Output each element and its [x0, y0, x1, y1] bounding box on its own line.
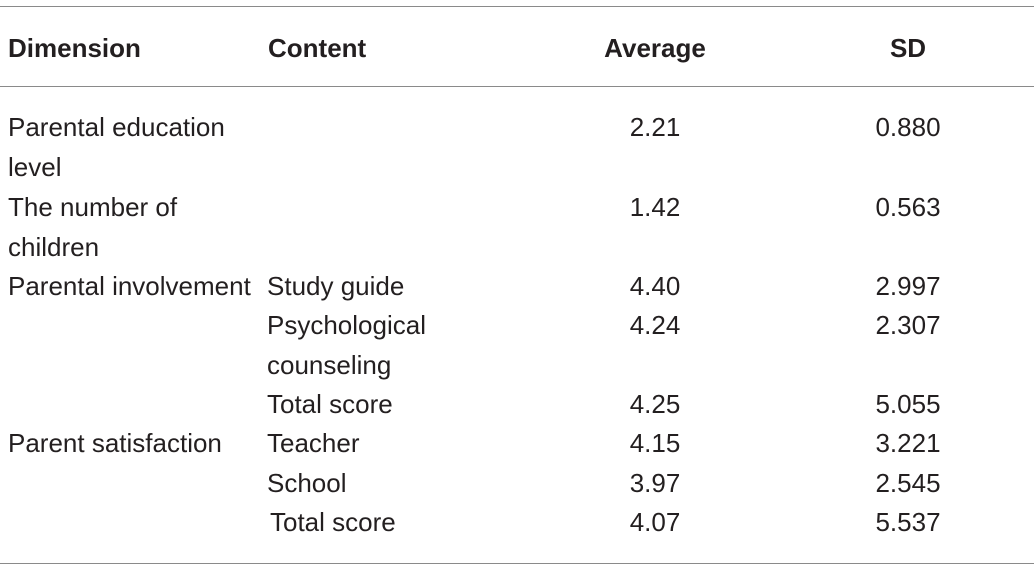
- row-7-sd: 5.537: [875, 507, 941, 537]
- row-4-sd: 5.055: [875, 389, 941, 419]
- table-bottom-rule: [0, 563, 1034, 564]
- row-1-average: 1.42: [629, 192, 681, 222]
- row-5-dimension: Parent satisfaction: [8, 428, 222, 458]
- header-sd: SD: [889, 33, 927, 63]
- row-2-sd: 2.997: [875, 271, 941, 301]
- table-header-rule: [0, 86, 1034, 87]
- row-2-dimension: Parental involvement: [8, 271, 251, 301]
- row-6-average: 3.97: [629, 468, 681, 498]
- row-3-content: Psychological counseling: [267, 310, 426, 380]
- row-7-content: Total score: [270, 507, 396, 537]
- header-content: Content: [268, 33, 367, 63]
- table-top-rule: [0, 6, 1034, 7]
- row-3-sd: 2.307: [875, 310, 941, 340]
- row-7-average: 4.07: [629, 507, 681, 537]
- row-4-average: 4.25: [629, 389, 681, 419]
- header-dimension: Dimension: [8, 33, 141, 63]
- header-average: Average: [604, 33, 706, 63]
- row-1-dimension: The number of children: [8, 192, 178, 262]
- row-0-average: 2.21: [629, 112, 681, 142]
- row-6-sd: 2.545: [875, 468, 941, 498]
- row-5-sd: 3.221: [875, 428, 941, 458]
- row-1-sd: 0.563: [875, 192, 941, 222]
- row-6-content: School: [267, 468, 347, 498]
- row-2-content: Study guide: [267, 271, 405, 301]
- row-2-average: 4.40: [629, 271, 681, 301]
- row-0-sd: 0.880: [875, 112, 941, 142]
- row-0-dimension: Parental education level: [8, 112, 225, 182]
- row-3-average: 4.24: [629, 310, 681, 340]
- row-5-average: 4.15: [629, 428, 681, 458]
- row-4-content: Total score: [267, 389, 393, 419]
- row-5-content: Teacher: [267, 428, 360, 458]
